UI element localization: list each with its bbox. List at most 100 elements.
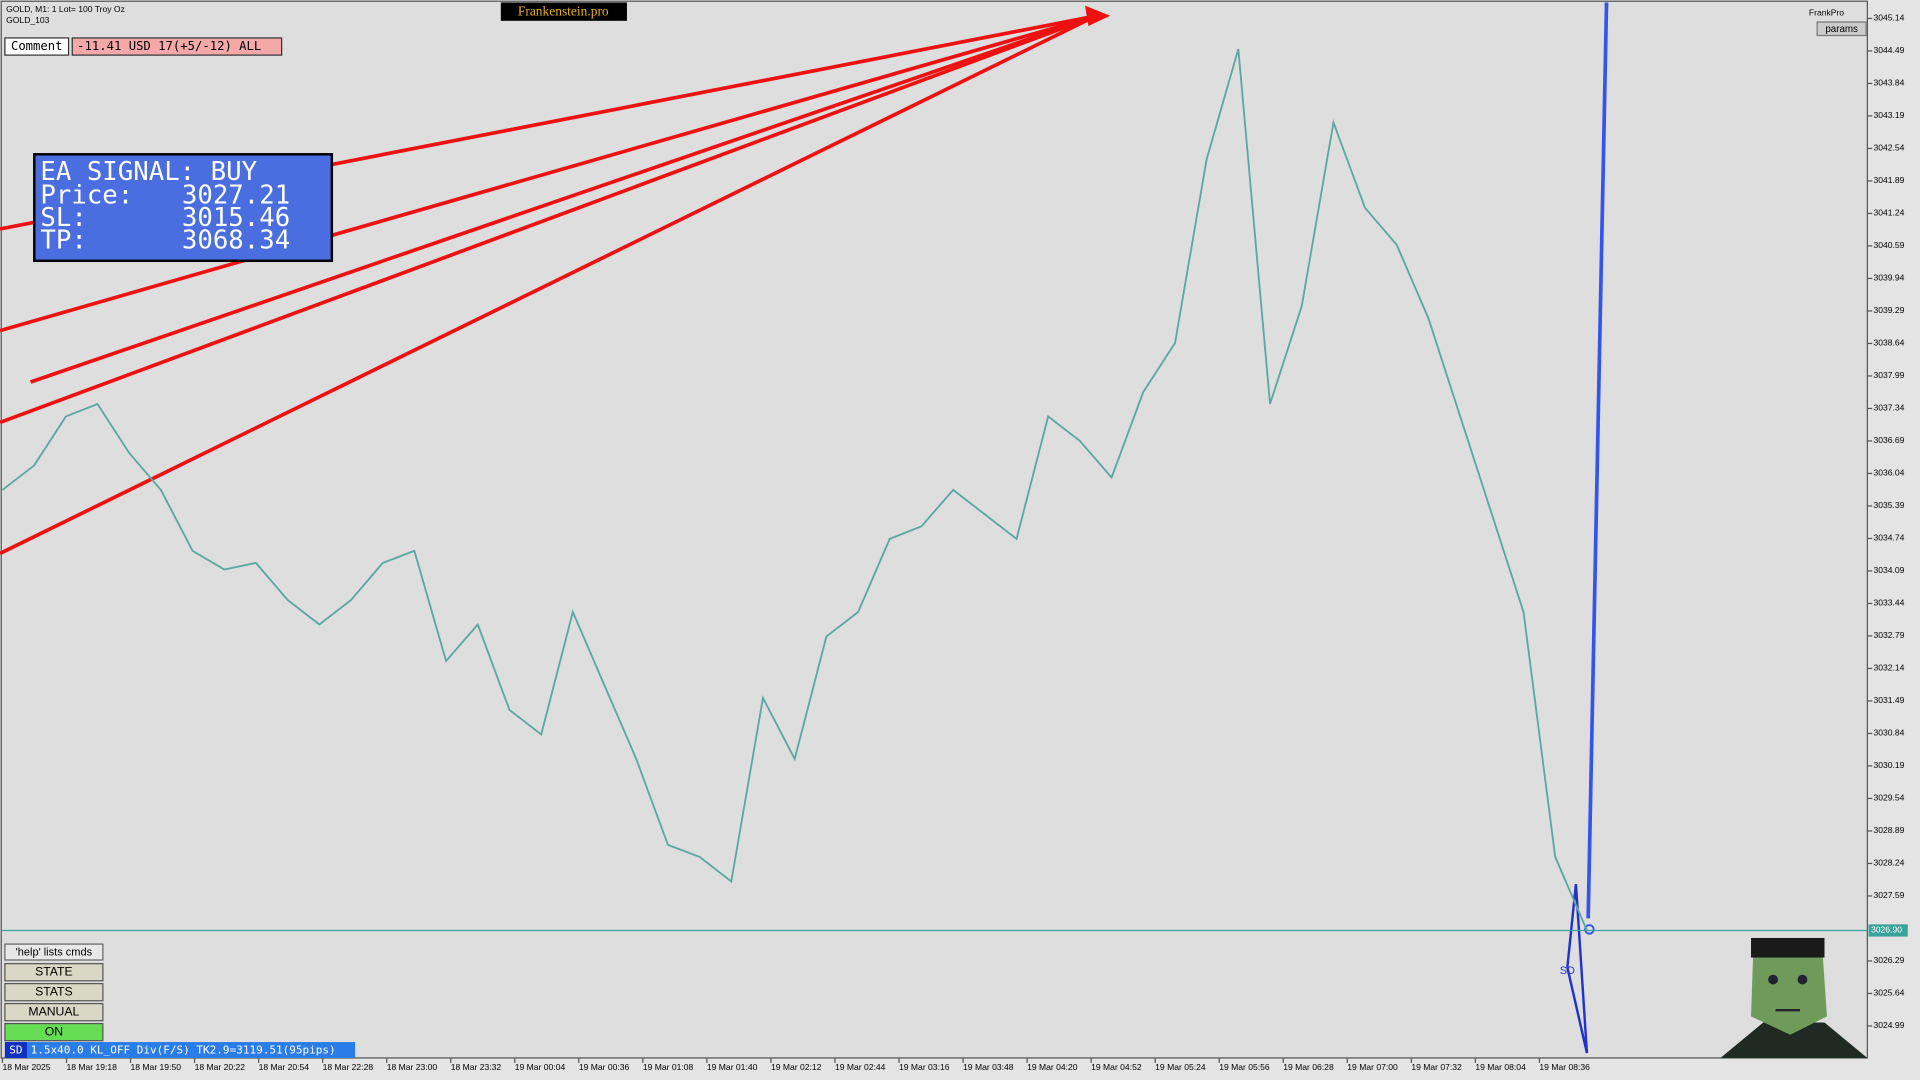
y-tick-label: 3045.14 xyxy=(1873,13,1904,23)
params-button[interactable] xyxy=(1816,21,1867,37)
status-bar xyxy=(4,1042,356,1058)
y-tick-label: 3039.29 xyxy=(1873,305,1904,315)
x-tick-label: 18 Mar 19:18 xyxy=(66,1062,117,1072)
x-tick-label: 18 Mar 23:32 xyxy=(451,1062,502,1072)
marker-label: SD xyxy=(1560,965,1575,977)
y-tick-label: 3036.69 xyxy=(1873,435,1904,445)
button[interactable] xyxy=(4,1022,104,1042)
x-tick-label: 19 Mar 07:32 xyxy=(1411,1062,1462,1072)
y-tick-label: 3042.54 xyxy=(1873,143,1904,153)
y-tick-label: 3035.39 xyxy=(1873,500,1904,510)
button-group: 'help' lists cmds STATE STATS MANUAL ON xyxy=(4,943,104,1042)
status-tag: SD xyxy=(9,1044,22,1057)
help-box xyxy=(4,943,104,961)
y-tick-label: 3034.74 xyxy=(1873,533,1904,543)
current-price-label: 3026.90 xyxy=(1871,925,1902,935)
comment-value-box xyxy=(71,37,283,56)
y-tick-label: 3037.99 xyxy=(1873,370,1904,380)
signal-title: EA SIGNAL: BUY xyxy=(40,157,257,187)
x-tick-label: 19 Mar 01:40 xyxy=(707,1062,758,1072)
x-tick-label: 18 Mar 19:50 xyxy=(131,1062,182,1072)
account-name: GOLD_103 xyxy=(6,15,50,25)
x-tick-label: 19 Mar 07:00 xyxy=(1347,1062,1398,1072)
y-tick-label: 3028.89 xyxy=(1873,825,1904,835)
y-tick-label: 3025.64 xyxy=(1873,988,1904,998)
y-tick-label: 3043.19 xyxy=(1873,110,1904,120)
y-tick-label: 3024.99 xyxy=(1873,1020,1904,1030)
comment-label: Comment xyxy=(11,39,63,53)
comment-box xyxy=(4,37,70,56)
y-tick-label: 3030.84 xyxy=(1873,728,1904,738)
button-label[interactable]: MANUAL xyxy=(28,1004,79,1018)
x-tick-label: 19 Mar 00:04 xyxy=(515,1062,566,1072)
x-tick-label: 19 Mar 06:28 xyxy=(1283,1062,1334,1072)
y-tick-label: 3028.24 xyxy=(1873,858,1904,868)
x-tick-label: 19 Mar 01:08 xyxy=(643,1062,694,1072)
signal-value: 3068.34 xyxy=(182,226,290,256)
signal-arrows xyxy=(0,5,1111,556)
button-label[interactable]: STATE xyxy=(35,964,73,978)
comment-value: -11.41 USD 17(+5/-12) ALL xyxy=(77,39,261,53)
x-tick-label: 19 Mar 04:52 xyxy=(1091,1062,1142,1072)
brand-box xyxy=(500,2,627,21)
y-tick-label: 3043.84 xyxy=(1873,78,1904,88)
x-tick-label: 19 Mar 02:12 xyxy=(771,1062,822,1072)
signal-panel xyxy=(33,153,334,263)
y-tick-label: 3041.24 xyxy=(1873,208,1904,218)
y-tick-label: 3040.59 xyxy=(1873,240,1904,250)
button-label[interactable]: ON xyxy=(45,1024,63,1038)
x-tick-label: 19 Mar 08:36 xyxy=(1539,1062,1590,1072)
provider: FrankPro xyxy=(1809,8,1844,18)
y-tick-label: 3031.49 xyxy=(1873,695,1904,705)
signal-key: TP: xyxy=(40,226,86,256)
projection-line xyxy=(1566,2,1609,1054)
status-text: 1.5x40.0 KL_OFF Div(F/S) TK2.9=3119.51(9… xyxy=(31,1044,336,1057)
y-tick-label: 3036.04 xyxy=(1873,468,1904,478)
y-tick-label: 3033.44 xyxy=(1873,598,1904,608)
y-tick-label: 3032.14 xyxy=(1873,663,1904,673)
x-tick-label: 19 Mar 03:48 xyxy=(963,1062,1014,1072)
x-tick-label: 18 Mar 20:54 xyxy=(259,1062,310,1072)
x-tick-label: 19 Mar 03:16 xyxy=(899,1062,950,1072)
current-price-box xyxy=(1868,924,1908,937)
x-tick-label: 19 Mar 05:24 xyxy=(1155,1062,1206,1072)
x-tick-label: 18 Mar 23:00 xyxy=(387,1062,438,1072)
x-tick-label: 19 Mar 04:20 xyxy=(1027,1062,1078,1072)
x-tick-label: 18 Mar 2025 xyxy=(2,1062,50,1072)
signal-value: 3015.46 xyxy=(182,203,290,233)
params-label[interactable]: params xyxy=(1825,24,1858,35)
brand: Frankenstein.pro xyxy=(518,3,609,18)
button[interactable] xyxy=(4,1002,104,1022)
signal-key: SL: xyxy=(40,203,86,233)
y-tick-label: 3034.09 xyxy=(1873,565,1904,575)
y-tick-label: 3037.34 xyxy=(1873,403,1904,413)
y-tick-label: 3026.29 xyxy=(1873,955,1904,965)
x-tick-label: 19 Mar 08:04 xyxy=(1475,1062,1526,1072)
y-tick-label: 3027.59 xyxy=(1873,890,1904,900)
x-tick-label: 19 Mar 00:36 xyxy=(579,1062,630,1072)
y-tick-label: 3030.19 xyxy=(1873,760,1904,770)
y-tick-label: 3044.49 xyxy=(1873,45,1904,55)
y-tick-label: 3041.89 xyxy=(1873,175,1904,185)
x-tick-label: 19 Mar 05:56 xyxy=(1219,1062,1270,1072)
signal-value: 3027.21 xyxy=(182,180,290,210)
x-tick-label: 19 Mar 02:44 xyxy=(835,1062,886,1072)
x-tick-label: 18 Mar 22:28 xyxy=(323,1062,374,1072)
price-line xyxy=(1,48,1588,931)
status-tag-box xyxy=(4,1042,27,1058)
x-tick-label: 18 Mar 20:22 xyxy=(195,1062,246,1072)
symbol-info: GOLD, M1: 1 Lot= 100 Troy Oz xyxy=(6,4,125,14)
avatar xyxy=(1720,937,1868,1058)
y-tick-label: 3038.64 xyxy=(1873,338,1904,348)
button[interactable] xyxy=(4,963,104,982)
y-tick-label: 3029.54 xyxy=(1873,793,1904,803)
help-text: 'help' lists cmds xyxy=(16,947,93,959)
signal-key: Price: xyxy=(40,180,133,210)
button-label[interactable]: STATS xyxy=(35,984,73,998)
y-tick-label: 3032.79 xyxy=(1873,630,1904,640)
y-tick-label: 3039.94 xyxy=(1873,273,1904,283)
button[interactable] xyxy=(4,983,104,1002)
